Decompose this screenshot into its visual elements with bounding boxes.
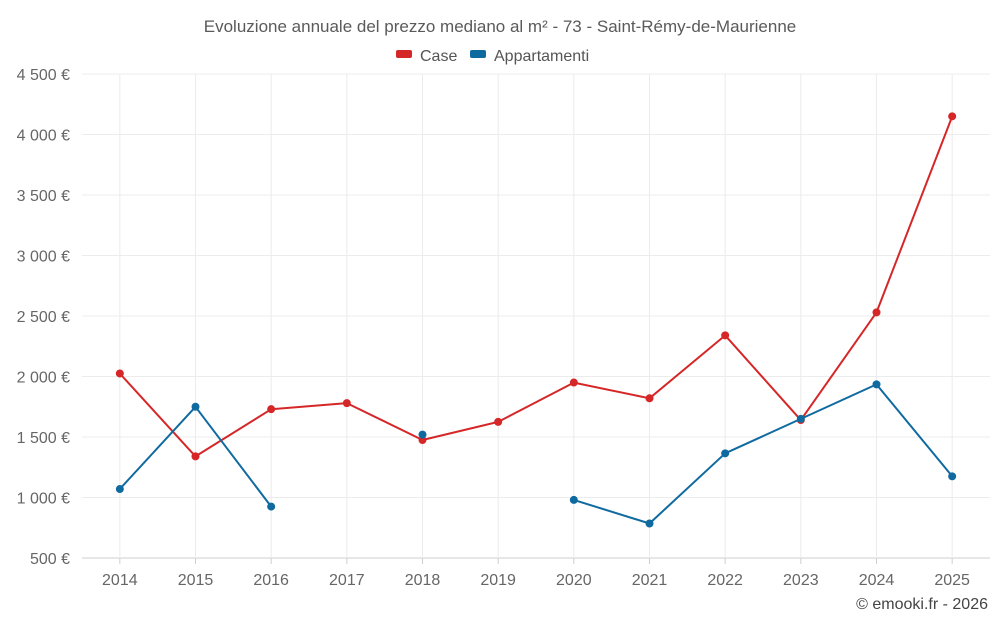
x-tick-label: 2019 [480, 572, 516, 589]
series-case [115, 112, 957, 461]
data-point-case-2016[interactable] [267, 405, 276, 414]
data-point-case-2025[interactable] [948, 112, 957, 121]
data-point-appartamenti-2021[interactable] [645, 519, 654, 528]
y-tick-label: 3 000 € [17, 249, 70, 266]
x-tick-label: 2024 [859, 572, 895, 589]
data-point-appartamenti-2023[interactable] [796, 414, 805, 423]
legend: Case Appartamenti [396, 48, 589, 65]
data-point-case-2022[interactable] [721, 331, 730, 340]
legend-swatch-case [396, 50, 412, 58]
data-point-case-2024[interactable] [872, 308, 881, 317]
x-tick-label: 2014 [102, 572, 138, 589]
data-point-appartamenti-2020[interactable] [569, 495, 578, 504]
data-point-case-2019[interactable] [494, 417, 503, 426]
grid [82, 73, 990, 559]
x-tick-label: 2021 [632, 572, 668, 589]
y-tick-label: 3 500 € [17, 188, 70, 205]
x-axis-ticks: 2014 2015 2016 2017 2018 2019 2020 2021 2022 2023… [102, 558, 970, 589]
legend-label-case: Case [420, 48, 457, 65]
data-point-case-2021[interactable] [645, 394, 654, 403]
series [115, 112, 957, 528]
x-tick-label: 2025 [934, 572, 970, 589]
y-tick-label: 2 500 € [17, 309, 70, 326]
legend-swatch-appartamenti [470, 50, 486, 58]
y-tick-label: 4 000 € [17, 128, 70, 145]
chart-title: Evoluzione annuale del prezzo mediano al… [204, 17, 796, 36]
x-tick-label: 2020 [556, 572, 592, 589]
y-tick-label: 500 € [30, 551, 70, 568]
legend-item-case[interactable]: Case [396, 48, 457, 65]
data-point-appartamenti-2015[interactable] [191, 402, 200, 411]
x-tick-label: 2016 [253, 572, 289, 589]
y-tick-label: 4 500 € [17, 67, 70, 84]
data-point-appartamenti-2016[interactable] [267, 502, 276, 511]
y-tick-label: 1 500 € [17, 430, 70, 447]
x-tick-label: 2017 [329, 572, 365, 589]
credit-text: © emooki.fr - 2026 [856, 596, 988, 613]
x-tick-label: 2015 [178, 572, 214, 589]
data-point-case-2017[interactable] [342, 399, 351, 408]
x-tick-label: 2018 [405, 572, 441, 589]
data-point-appartamenti-2018[interactable] [418, 430, 427, 439]
data-point-appartamenti-2025[interactable] [948, 472, 957, 481]
data-point-appartamenti-2022[interactable] [721, 449, 730, 458]
y-axis-ticks: 500 € 1 000 € 1 500 € 2 000 € 2 500 € 3 000 €… [17, 67, 70, 568]
x-tick-label: 2022 [707, 572, 743, 589]
data-point-case-2014[interactable] [115, 369, 124, 378]
legend-item-appartamenti[interactable]: Appartamenti [470, 48, 589, 65]
series-line-case [119, 116, 954, 458]
legend-label-appartamenti: Appartamenti [494, 48, 589, 65]
data-point-appartamenti-2014[interactable] [115, 485, 124, 494]
y-tick-label: 1 000 € [17, 491, 70, 508]
data-point-appartamenti-2024[interactable] [872, 380, 881, 389]
x-tick-label: 2023 [783, 572, 819, 589]
data-point-case-2015[interactable] [191, 452, 200, 461]
series-line-appartamenti [573, 383, 953, 525]
series-appartamenti [115, 380, 957, 528]
data-point-case-2020[interactable] [569, 378, 578, 387]
y-tick-label: 2 000 € [17, 370, 70, 387]
